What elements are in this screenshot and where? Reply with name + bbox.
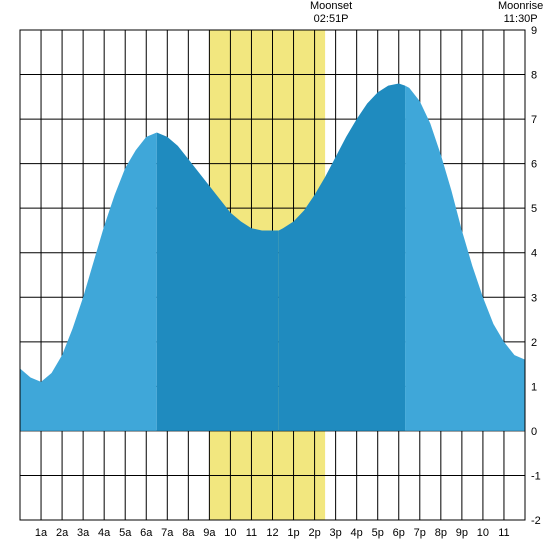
- moonrise-time: 11:30P: [498, 13, 543, 26]
- svg-text:11: 11: [498, 527, 509, 539]
- svg-text:1: 1: [531, 381, 537, 393]
- svg-text:7a: 7a: [161, 527, 174, 539]
- svg-text:5: 5: [531, 203, 537, 215]
- svg-text:1a: 1a: [35, 527, 48, 539]
- svg-text:0: 0: [531, 426, 537, 438]
- svg-text:5a: 5a: [119, 527, 132, 539]
- svg-text:2: 2: [531, 337, 537, 349]
- svg-text:8p: 8p: [435, 527, 447, 539]
- svg-text:1p: 1p: [287, 527, 299, 539]
- svg-text:4p: 4p: [351, 527, 363, 539]
- moonrise-annotation: Moonrise 11:30P: [498, 0, 543, 26]
- svg-text:8: 8: [531, 70, 537, 82]
- svg-text:7: 7: [531, 114, 537, 126]
- svg-text:10: 10: [224, 527, 236, 539]
- svg-text:6a: 6a: [140, 527, 153, 539]
- moonrise-label: Moonrise: [498, 0, 543, 13]
- svg-text:3: 3: [531, 292, 537, 304]
- moonset-label: Moonset: [310, 0, 352, 13]
- svg-text:10: 10: [477, 527, 489, 539]
- moonset-time: 02:51P: [310, 13, 352, 26]
- chart-svg: -2-101234567891a2a3a4a5a6a7a8a9a1011121p…: [0, 0, 550, 550]
- svg-text:12: 12: [266, 527, 278, 539]
- svg-text:3a: 3a: [77, 527, 90, 539]
- svg-text:4: 4: [531, 248, 537, 260]
- tide-chart: Moonset 02:51P Moonrise 11:30P -2-101234…: [0, 0, 550, 550]
- svg-text:9: 9: [531, 25, 537, 37]
- svg-text:2p: 2p: [308, 527, 320, 539]
- svg-text:11: 11: [246, 527, 257, 539]
- svg-text:5p: 5p: [372, 527, 384, 539]
- svg-text:9p: 9p: [456, 527, 468, 539]
- svg-text:6p: 6p: [393, 527, 405, 539]
- moonset-annotation: Moonset 02:51P: [310, 0, 352, 26]
- svg-text:-1: -1: [531, 470, 541, 482]
- svg-text:2a: 2a: [56, 527, 69, 539]
- svg-text:3p: 3p: [330, 527, 342, 539]
- svg-text:9a: 9a: [203, 527, 216, 539]
- svg-text:8a: 8a: [182, 527, 195, 539]
- svg-text:4a: 4a: [98, 527, 111, 539]
- svg-text:7p: 7p: [414, 527, 426, 539]
- svg-text:-2: -2: [531, 515, 541, 527]
- svg-text:6: 6: [531, 159, 537, 171]
